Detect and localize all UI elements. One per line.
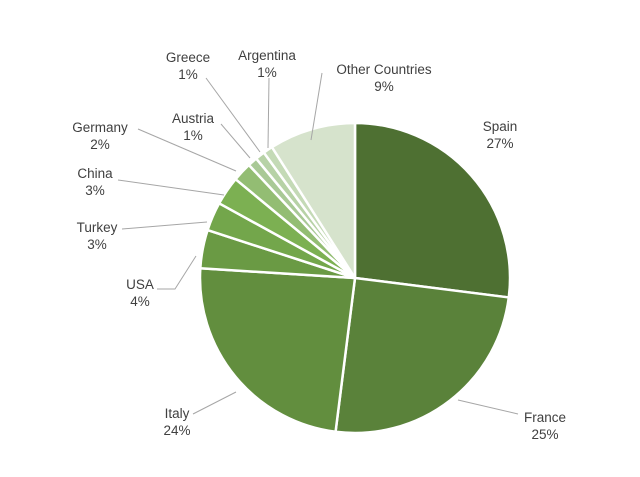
slice-value-label-other-countries: 9% — [374, 79, 394, 94]
slice-name-label-germany: Germany — [72, 120, 128, 135]
slice-name-label-austria: Austria — [172, 111, 215, 126]
slice-name-label-france: France — [524, 410, 566, 425]
slice-value-label-argentina: 1% — [257, 65, 277, 80]
leader-line-italy — [192, 391, 237, 415]
slice-value-label-germany: 2% — [90, 137, 110, 152]
pie-slice-spain — [353, 121, 512, 299]
leader-line-france — [457, 399, 519, 415]
slice-name-label-other-countries: Other Countries — [336, 62, 432, 77]
leader-line-china — [117, 179, 225, 196]
slice-value-label-turkey: 3% — [87, 237, 107, 252]
leader-line-usa — [157, 255, 197, 290]
slice-value-label-france: 25% — [531, 427, 558, 442]
slice-name-label-italy: Italy — [165, 406, 190, 421]
slice-name-label-spain: Spain — [483, 119, 518, 134]
leader-line-turkey — [121, 221, 208, 230]
pie-slice-france — [334, 276, 511, 435]
pie-slices — [198, 121, 512, 435]
leader-line-other-countries — [310, 72, 323, 141]
slice-value-label-usa: 4% — [130, 294, 150, 309]
leader-line-austria — [220, 123, 251, 159]
slice-labels: Spain 27% France 25% Italy 24% USA 4% Turkey 3% Ch… — [72, 48, 566, 442]
pie-slice-italy — [198, 267, 357, 434]
slice-value-label-greece: 1% — [178, 67, 198, 82]
slice-name-label-turkey: Turkey — [77, 220, 118, 235]
slice-name-label-argentina: Argentina — [238, 48, 296, 63]
slice-name-label-greece: Greece — [166, 50, 210, 65]
slice-value-label-austria: 1% — [183, 128, 203, 143]
leader-line-germany — [137, 128, 237, 172]
slice-value-label-italy: 24% — [163, 423, 190, 438]
slice-value-label-spain: 27% — [486, 136, 513, 151]
slice-name-label-china: China — [77, 166, 113, 181]
slice-name-label-usa: USA — [126, 277, 154, 292]
leader-line-argentina — [267, 77, 270, 149]
leader-lines — [117, 72, 519, 415]
leader-line-greece — [205, 77, 261, 153]
pie-slice-other-countries — [270, 121, 357, 280]
slice-value-label-china: 3% — [85, 183, 105, 198]
